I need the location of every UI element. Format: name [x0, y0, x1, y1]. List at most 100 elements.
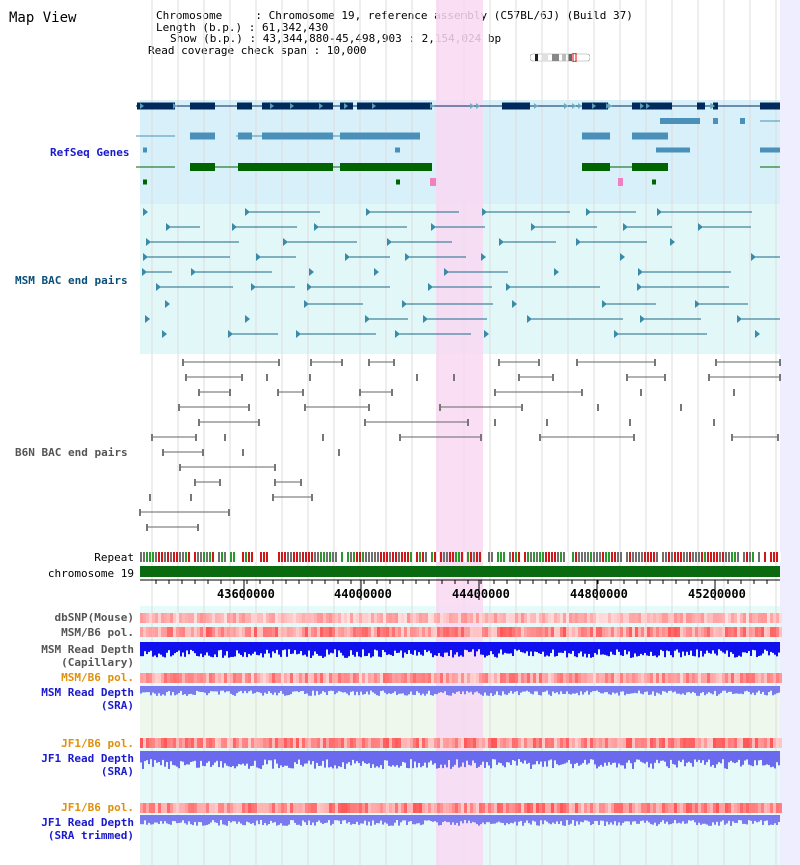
jf1-sra-depth-bar: [316, 751, 318, 763]
msm-capillary-depth-bar: [366, 642, 368, 656]
msm-sra-depth-bar: [512, 686, 514, 694]
gene-exon[interactable]: [143, 179, 147, 185]
repeat-block: [743, 552, 745, 562]
msm-sra-depth-bar: [582, 686, 584, 695]
msm-sra-depth-bar: [716, 686, 718, 696]
msm-pol2-strip: [224, 673, 227, 683]
chromosome-ideogram[interactable]: [530, 53, 590, 62]
jf1-pol-strip: [635, 738, 638, 748]
gene-exon[interactable]: [632, 132, 668, 140]
jf1-trim-depth-bar: [676, 815, 678, 824]
gene-exon[interactable]: [713, 102, 718, 110]
strand-arrow: [608, 103, 612, 109]
msm-pol-strip: [581, 627, 584, 637]
gene-exon[interactable]: [502, 102, 530, 110]
gene-exon[interactable]: [340, 132, 420, 140]
gene-exon[interactable]: [697, 102, 705, 110]
jf1-sra-depth-bar: [470, 751, 472, 766]
jf1-trim-depth-bar: [172, 815, 174, 822]
repeat-block: [323, 552, 325, 562]
gene-exon[interactable]: [137, 102, 175, 110]
gene-exon[interactable]: [660, 118, 700, 124]
repeat-block: [761, 552, 763, 562]
msm-pol2-strip: [386, 673, 389, 683]
msm-capillary-depth-bar: [358, 642, 360, 657]
jf1-sra-depth-bar: [206, 751, 208, 763]
gene-exon[interactable]: [582, 132, 610, 140]
highlight-region[interactable]: [436, 0, 483, 865]
msm-capillary-depth-bar: [588, 642, 590, 654]
msm-capillary-depth-bar: [732, 642, 734, 654]
msm-sra-depth-bar: [620, 686, 622, 692]
gene-exon[interactable]: [740, 118, 745, 124]
gene-exon[interactable]: [190, 102, 215, 110]
strand-arrow: [140, 103, 144, 109]
msm-sra-depth-bar: [300, 686, 302, 691]
jf1-pol2-strip: [152, 803, 155, 813]
gene-exon[interactable]: [582, 163, 610, 171]
dbsnp-strip: [386, 613, 389, 623]
gene-exon[interactable]: [262, 132, 333, 140]
gene-exon[interactable]: [632, 102, 672, 110]
chromosome-bar[interactable]: [140, 566, 780, 577]
msm-pol-strip: [365, 627, 368, 637]
jf1-sra-depth-bar: [636, 751, 638, 760]
jf1-sra-depth-bar: [440, 751, 442, 765]
msm-sra-depth-bar: [618, 686, 620, 696]
gene-exon[interactable]: [760, 102, 780, 110]
gene-exon[interactable]: [760, 147, 780, 153]
gene-exon[interactable]: [396, 179, 400, 185]
msm-pol-strip: [305, 627, 308, 637]
jf1-trim-depth-bar: [306, 815, 308, 825]
msm-pol2-strip: [206, 673, 209, 683]
jf1-pol2-strip: [767, 803, 770, 813]
jf1-sra-depth-bar: [612, 751, 614, 763]
msm-pol-strip: [170, 627, 173, 637]
jf1-pol-strip: [287, 738, 290, 748]
msm-capillary-depth-bar: [460, 642, 462, 656]
gene-exon[interactable]: [143, 147, 147, 153]
gene-exon[interactable]: [632, 163, 668, 171]
gene-exon[interactable]: [262, 102, 333, 110]
jf1-sra-depth-bar: [756, 751, 758, 766]
jf1-sra-depth-bar: [670, 751, 672, 760]
jf1-trim-depth-bar: [586, 815, 588, 821]
jf1-pol2-strip: [503, 803, 506, 813]
repeat-block: [380, 552, 382, 562]
gene-exon[interactable]: [713, 118, 718, 124]
gene-exon[interactable]: [237, 102, 252, 110]
gene-exon[interactable]: [395, 147, 400, 153]
msm-sra-depth-bar: [342, 686, 344, 693]
dbsnp-strip: [251, 613, 254, 623]
gene-exon[interactable]: [238, 132, 252, 140]
gene-exon[interactable]: [190, 163, 215, 171]
gene-exon[interactable]: [357, 102, 432, 110]
jf1-trim-depth-bar: [778, 815, 780, 822]
jf1-sra-depth-bar: [528, 751, 530, 763]
msm-sra-depth-bar: [212, 686, 214, 692]
msm-sra-depth-bar: [276, 686, 278, 696]
msm-pol2-strip: [308, 673, 311, 683]
msm-sra-depth-bar: [210, 686, 212, 692]
msm-capillary-depth-bar: [174, 642, 176, 654]
jf1-sra-depth-bar: [544, 751, 546, 762]
jf1-pol-strip: [260, 738, 263, 748]
gene-exon[interactable]: [340, 163, 432, 171]
gene-exon[interactable]: [652, 179, 656, 185]
jf1-pol-strip: [449, 738, 452, 748]
jf1-pol2-strip: [425, 803, 428, 813]
msm-sra-depth-bar: [150, 686, 152, 696]
msm-pol-strip: [686, 627, 689, 637]
gene-exon[interactable]: [656, 147, 690, 153]
gene-exon[interactable]: [190, 132, 215, 140]
gene-exon[interactable]: [238, 163, 333, 171]
msm-pol2-strip: [407, 673, 410, 683]
strand-arrow: [476, 103, 480, 109]
msm-sra-depth-bar: [406, 686, 408, 696]
msm-pol2-strip: [464, 673, 467, 683]
bac-end-marker: [428, 283, 433, 291]
bac-end-marker: [274, 479, 276, 486]
jf1-pol2-strip: [215, 803, 218, 813]
